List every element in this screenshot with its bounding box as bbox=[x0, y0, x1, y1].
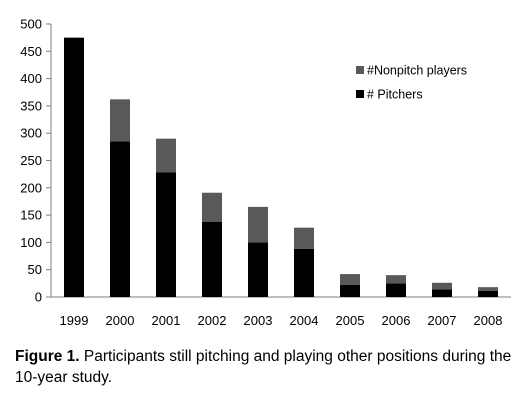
y-tick-label: 50 bbox=[28, 262, 42, 277]
bar-nonpitch-2002 bbox=[202, 192, 222, 222]
bar-nonpitch-2008 bbox=[478, 287, 498, 291]
y-tick-label: 150 bbox=[20, 208, 42, 223]
y-tick-label: 400 bbox=[20, 71, 42, 86]
y-tick-label: 500 bbox=[20, 17, 42, 32]
x-axis-ticks: 1999 2000 2001 2002 2003 2004 2005 2006 2007 2008 bbox=[60, 313, 503, 328]
bar-pitchers-2008 bbox=[478, 290, 498, 297]
bar-nonpitch-2003 bbox=[248, 206, 268, 243]
bar-nonpitch-2001 bbox=[156, 138, 176, 173]
bar-pitchers-2001 bbox=[156, 172, 176, 297]
bar-pitchers-2006 bbox=[386, 283, 406, 297]
y-axis-ticks: 0 50 100 150 200 250 300 350 400 450 500 bbox=[20, 17, 51, 305]
x-tick-label: 2002 bbox=[198, 313, 227, 328]
bar-pitchers-2007 bbox=[432, 289, 452, 297]
x-tick-label: 2000 bbox=[106, 313, 135, 328]
x-tick-label: 2006 bbox=[382, 313, 411, 328]
bar-nonpitch-2005 bbox=[340, 274, 360, 285]
x-tick-label: 2007 bbox=[428, 313, 457, 328]
legend-label: #Nonpitch players bbox=[367, 64, 467, 78]
bar-nonpitch-2006 bbox=[386, 275, 406, 284]
chart: 0 50 100 150 200 250 300 350 400 450 500 1999 2000 2… bbox=[20, 17, 511, 328]
x-tick-label: 2005 bbox=[336, 313, 365, 328]
bars bbox=[64, 37, 498, 298]
y-tick-label: 0 bbox=[35, 290, 42, 305]
caption-text: Participants still pitching and playing … bbox=[15, 348, 512, 386]
y-tick-label: 200 bbox=[20, 180, 42, 195]
legend-label: # Pitchers bbox=[367, 88, 423, 102]
bar-nonpitch-2004 bbox=[294, 227, 314, 249]
figure-caption: Figure 1. Participants still pitching an… bbox=[15, 346, 513, 388]
y-tick-label: 100 bbox=[20, 235, 42, 250]
legend-swatch bbox=[356, 66, 364, 74]
legend-swatch bbox=[356, 90, 364, 98]
bar-nonpitch-2000 bbox=[110, 99, 130, 142]
y-tick-label: 350 bbox=[20, 98, 42, 113]
legend: #Nonpitch players # Pitchers bbox=[356, 64, 467, 102]
x-tick-label: 2008 bbox=[474, 313, 503, 328]
bar-pitchers-2003 bbox=[248, 242, 268, 297]
x-tick-label: 2003 bbox=[244, 313, 273, 328]
bar-pitchers-2002 bbox=[202, 221, 222, 297]
x-tick-label: 2004 bbox=[290, 313, 319, 328]
y-tick-label: 300 bbox=[20, 126, 42, 141]
y-tick-label: 450 bbox=[20, 44, 42, 59]
bar-pitchers-2005 bbox=[340, 284, 360, 297]
bar-pitchers-2000 bbox=[110, 141, 130, 297]
bar-pitchers-1999 bbox=[64, 37, 84, 298]
y-tick-label: 250 bbox=[20, 153, 42, 168]
x-tick-label: 1999 bbox=[60, 313, 89, 328]
x-tick-label: 2001 bbox=[152, 313, 181, 328]
bar-pitchers-2004 bbox=[294, 248, 314, 297]
stacked-bar-chart: 0 50 100 150 200 250 300 350 400 450 500 1999 2000 2… bbox=[20, 17, 511, 328]
caption-label: Figure 1. bbox=[15, 348, 80, 365]
bar-nonpitch-2007 bbox=[432, 282, 452, 290]
